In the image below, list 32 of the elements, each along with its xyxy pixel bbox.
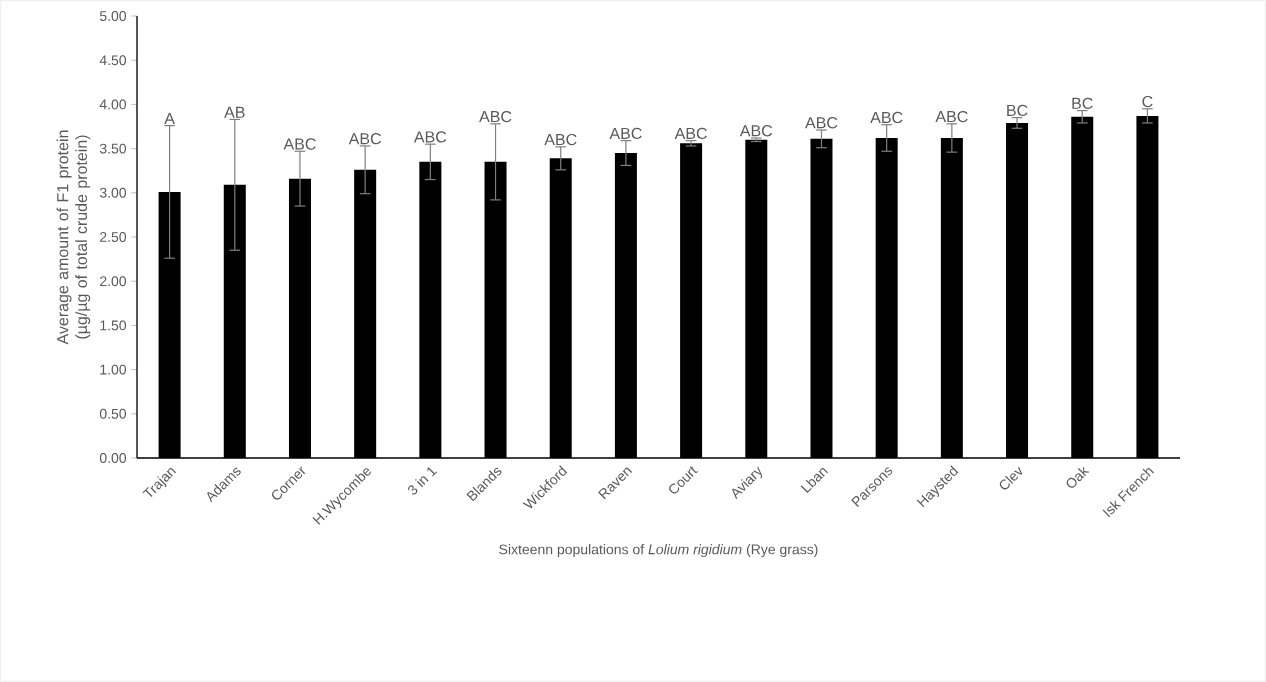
y-tick-label: 1.00 [100,364,127,375]
y-tick-label: 0.50 [99,408,127,419]
annotation: C [1142,95,1153,108]
annotation: ABC [739,125,773,137]
annotation: ABC [283,138,316,150]
y-tick-label: 1.50 [100,320,127,331]
y-tick-label: 4.00 [99,99,127,110]
annotation: ABC [870,111,903,124]
y-tick-label: 2.00 [100,276,127,287]
annotation: A [164,113,175,125]
x-tick-label: Oak [1066,466,1090,488]
x-axis-title: Sixteenn populations of Lolium rigidium (Rye grass) [499,544,818,558]
y-axis-title: Average amount of F1 protein (µg/µg of total crude protein) [56,130,91,345]
annotation: ABC [413,131,447,143]
annotation: BC [1007,104,1028,117]
y-tick-label: 2.50 [100,232,127,242]
y-tick-label: 0.00 [99,453,127,463]
annotation: ABC [348,133,381,145]
y-tick-label: 3.50 [99,143,127,154]
annotation: ABC [479,110,512,123]
annotation: ABC [805,117,838,129]
y-tick-label: 4.50 [99,55,127,66]
y-tick-label: 5.00 [99,11,127,21]
annotation: ABC [674,127,707,140]
y-tick-label: 3.00 [99,187,127,198]
annotation: ABC [544,133,577,146]
annotation: BC [1072,97,1093,109]
x-tick-label: 3 in 1 [408,467,438,495]
annotation: ABC [609,127,642,140]
annotation: AB [224,106,245,118]
annotation: ABC [935,110,968,123]
x-tick-label: Clev [999,466,1023,490]
